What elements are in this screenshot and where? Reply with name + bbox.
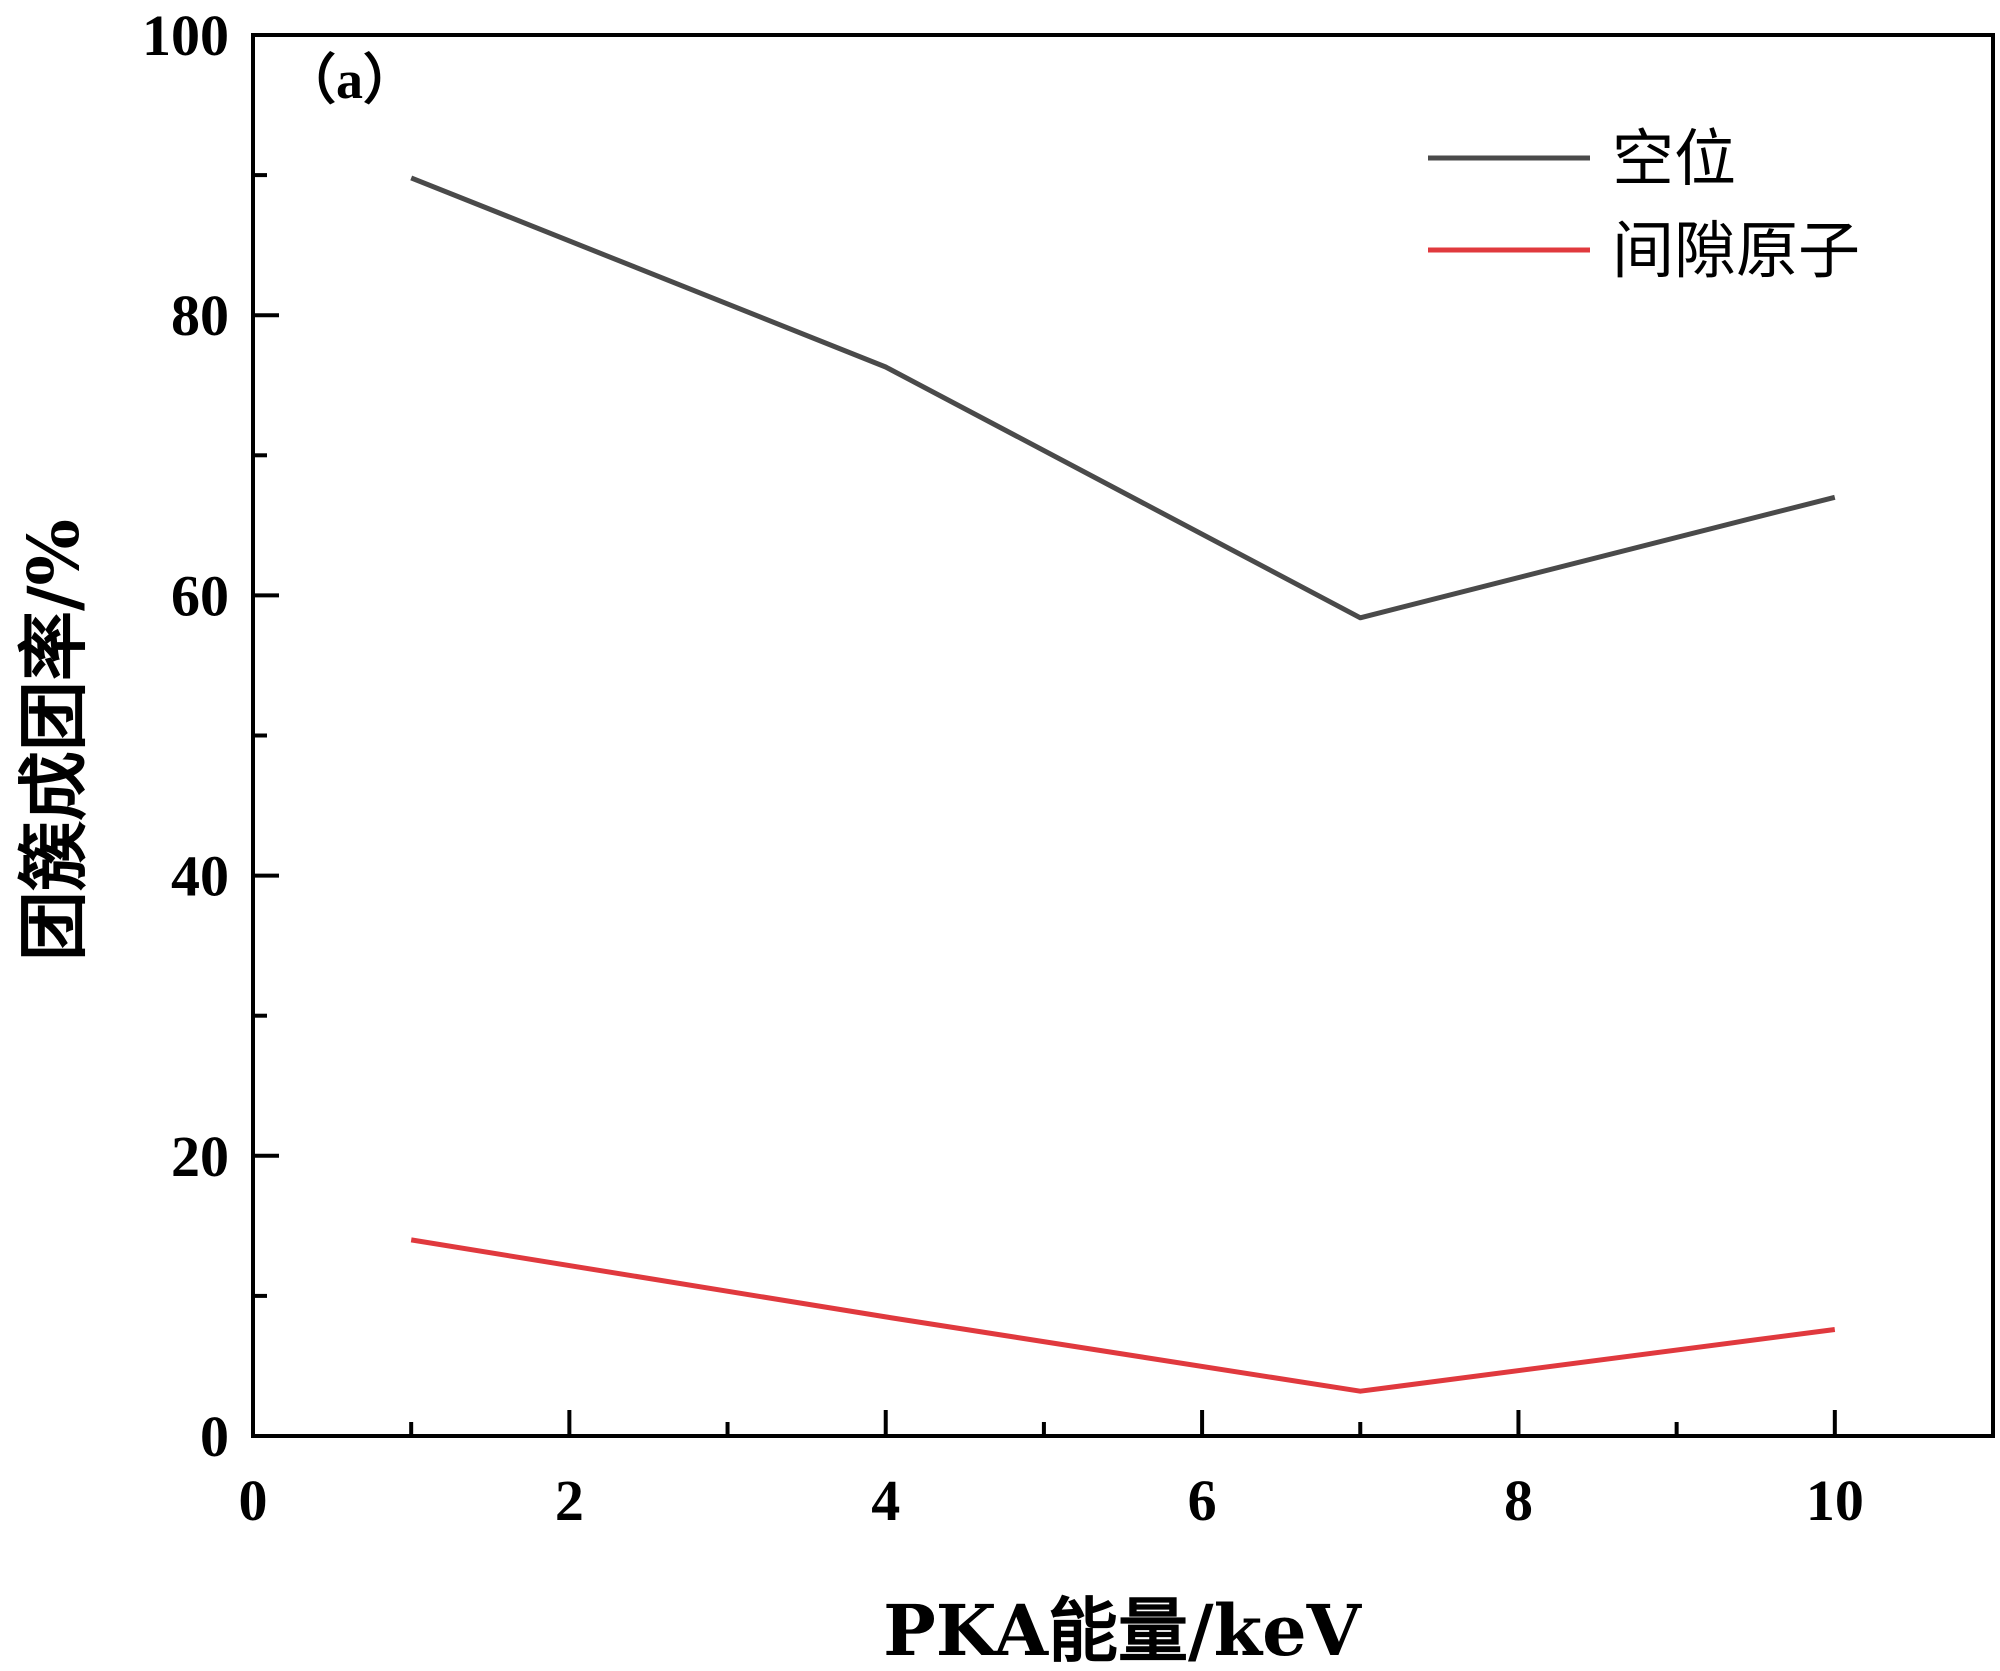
series-line-2 [410, 1237, 1836, 1394]
y-tick-label: 100 [142, 3, 229, 68]
series-line-1 [410, 175, 1836, 621]
x-tick-label: 0 [239, 1468, 268, 1533]
y-tick-label: 40 [171, 844, 229, 909]
plot-frame [251, 33, 1995, 1438]
y-tick-label: 80 [171, 283, 229, 348]
x-tick-labels: 0 2 4 6 8 10 [239, 1468, 1864, 1533]
y-axis-title: 团簇成团率/% [12, 519, 95, 961]
x-axis-title: PKA能量/keV [883, 1589, 1363, 1671]
x-tick-label: 8 [1504, 1468, 1533, 1533]
x-tick-label: 4 [871, 1468, 900, 1533]
y-tick-labels: 0 20 40 60 80 100 [142, 3, 229, 1469]
y-tick-label: 0 [200, 1404, 229, 1469]
x-tick-label: 10 [1806, 1468, 1864, 1533]
legend-label: 空位 [1612, 122, 1736, 195]
x-tick-label: 2 [555, 1468, 584, 1533]
panel-label: （a） [282, 50, 417, 110]
series-lines [410, 175, 1836, 1394]
legend-label: 间隙原子 [1612, 214, 1860, 287]
y-tick-label: 20 [171, 1124, 229, 1189]
x-tick-label: 6 [1188, 1468, 1217, 1533]
y-minor-ticks [253, 173, 267, 1298]
y-tick-label: 60 [171, 563, 229, 628]
